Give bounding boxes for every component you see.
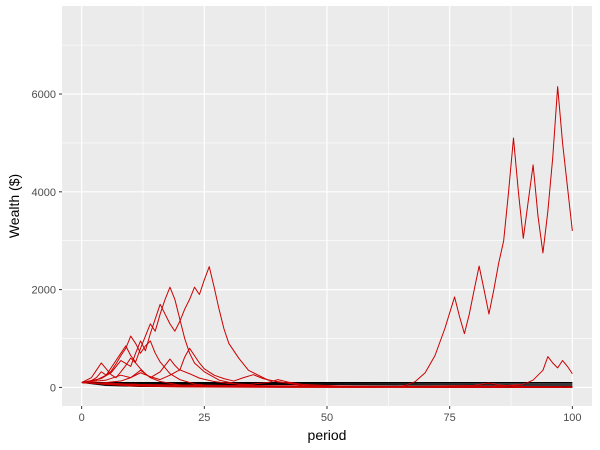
y-tick-label: 4000 <box>32 187 56 199</box>
series-line-15 <box>81 356 573 388</box>
series-line-16 <box>81 86 573 388</box>
x-tick-label: 100 <box>563 412 581 424</box>
x-tick-label: 25 <box>198 412 210 424</box>
x-axis: 0 25 50 75 100 <box>79 406 582 424</box>
series-line-8 <box>81 286 573 388</box>
series-line-10 <box>81 357 573 388</box>
grid-lines <box>62 6 592 406</box>
x-tick-label: 50 <box>321 412 333 424</box>
y-axis: 0 2000 4000 6000 <box>32 89 62 394</box>
y-tick-label: 6000 <box>32 89 56 101</box>
y-tick-label: 2000 <box>32 285 56 297</box>
series-line-9 <box>81 335 573 388</box>
x-tick-label: 75 <box>444 412 456 424</box>
y-axis-title: Wealth ($) <box>6 174 22 238</box>
series-line-7 <box>81 266 573 388</box>
series-lines <box>81 86 573 388</box>
y-tick-label: 0 <box>50 382 56 394</box>
x-tick-label: 0 <box>79 412 85 424</box>
series-line-12 <box>81 369 573 388</box>
x-axis-title: period <box>308 427 347 443</box>
